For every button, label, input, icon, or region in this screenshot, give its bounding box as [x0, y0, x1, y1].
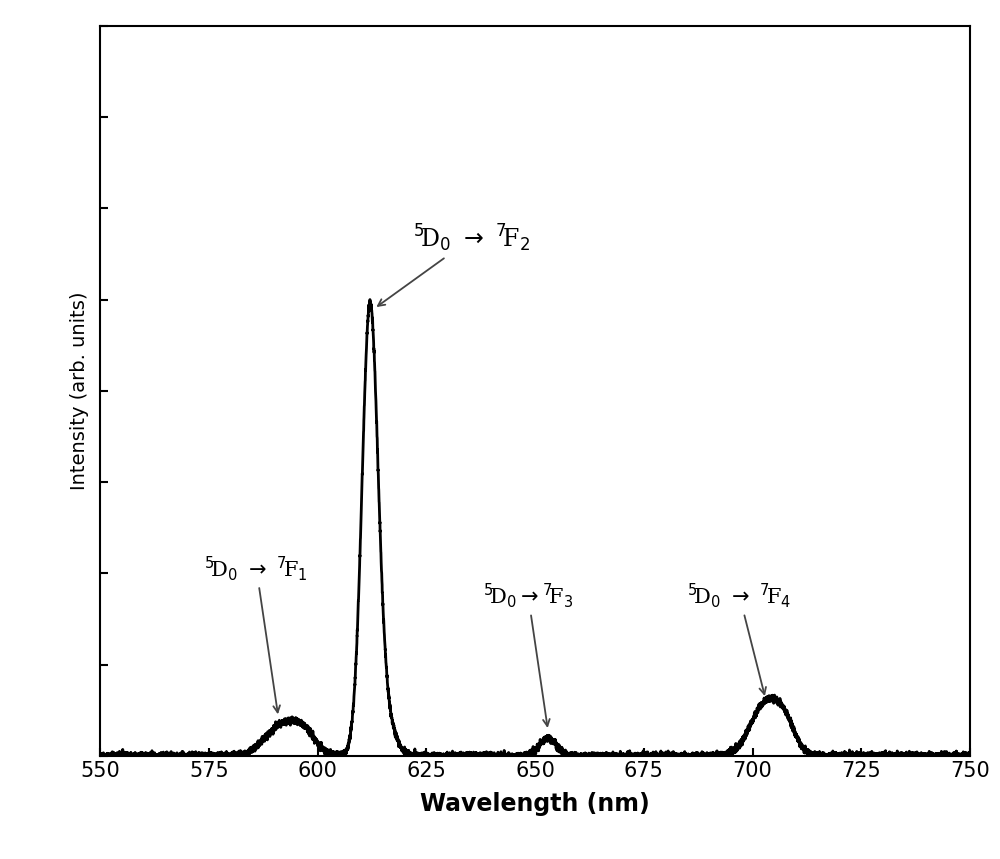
- Text: $^5\!$D$_0$$\rightarrow$$^7\!$F$_3$: $^5\!$D$_0$$\rightarrow$$^7\!$F$_3$: [483, 581, 573, 726]
- Y-axis label: Intensity (arb. units): Intensity (arb. units): [70, 291, 89, 490]
- X-axis label: Wavelength (nm): Wavelength (nm): [420, 792, 650, 816]
- Text: $^5\!$D$_0$ $\rightarrow$ $^7\!$F$_2$: $^5\!$D$_0$ $\rightarrow$ $^7\!$F$_2$: [378, 222, 530, 306]
- Text: $^5\!$D$_0$ $\rightarrow$ $^7\!$F$_1$: $^5\!$D$_0$ $\rightarrow$ $^7\!$F$_1$: [204, 554, 308, 712]
- Text: $^5\!$D$_0$ $\rightarrow$ $^7\!$F$_4$: $^5\!$D$_0$ $\rightarrow$ $^7\!$F$_4$: [687, 581, 792, 694]
